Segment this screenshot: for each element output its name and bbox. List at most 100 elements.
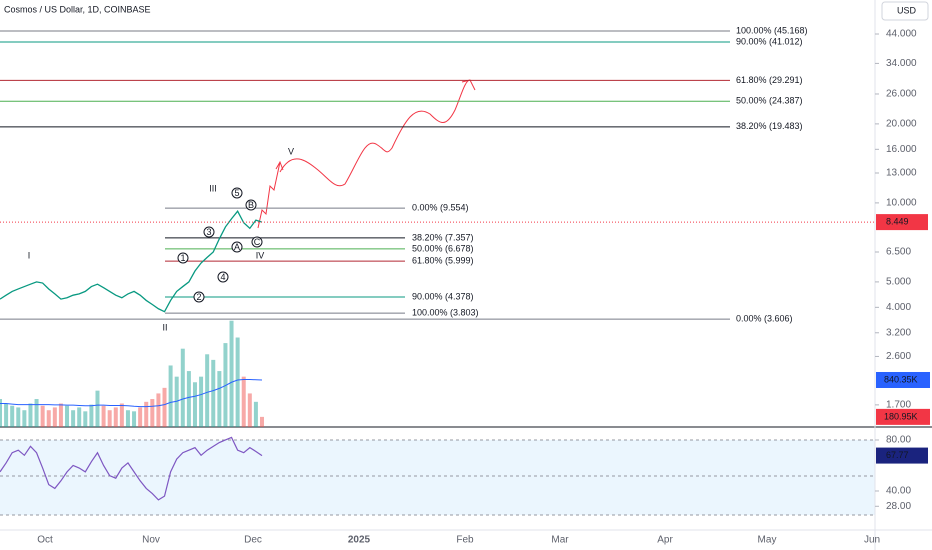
volume-bar: [125, 410, 130, 427]
volume-bar: [217, 371, 222, 427]
volume-bar: [156, 393, 161, 427]
volume-bar: [229, 320, 234, 427]
subwave-circle: [231, 241, 243, 253]
volume-bar: [199, 376, 204, 427]
wave-label: III: [209, 183, 217, 193]
volume-bar: [211, 359, 216, 427]
volume-bar: [95, 390, 100, 427]
volume-bar: [77, 407, 82, 427]
fib-label: 100.00% (3.803): [412, 307, 479, 317]
y-tick-label: 20.000: [886, 119, 917, 130]
volume-bar: [4, 403, 9, 427]
volume-bar: [253, 401, 258, 427]
wave-label: I: [28, 250, 31, 260]
fib-label: 38.20% (7.357): [412, 232, 474, 242]
volume-bar: [10, 405, 15, 427]
x-tick-label: Dec: [244, 535, 262, 546]
fib-label: 50.00% (6.678): [412, 243, 474, 253]
volume-bar: [28, 403, 33, 427]
subwave-circle: [177, 252, 189, 264]
subwave-circle: [203, 226, 215, 238]
rsi-last-box: [876, 447, 928, 464]
fib-label: 0.00% (3.606): [736, 314, 793, 324]
rsi-tick-label: 80.00: [886, 435, 911, 446]
currency-button[interactable]: [881, 1, 929, 21]
wave-label: II: [162, 322, 167, 332]
volume-bar: [192, 382, 197, 427]
rsi-last-label: 67.77: [886, 450, 909, 460]
x-tick-label: Feb: [456, 535, 474, 546]
subwave-circle: [231, 187, 243, 199]
y-tick-label: 26.000: [886, 89, 917, 100]
volume-bar: [247, 393, 252, 427]
volume-ma-label: 840.35K: [884, 374, 918, 384]
y-tick-label: 4.000: [886, 302, 911, 313]
volume-bar: [52, 407, 57, 427]
volume-ma-box: [876, 371, 930, 388]
fib-label: 61.80% (29.291): [736, 75, 803, 85]
volume-bar: [65, 405, 70, 427]
volume-bar: [119, 403, 124, 427]
volume-bar: [162, 387, 167, 427]
volume-bar: [22, 410, 27, 427]
subwave-circle: [245, 199, 257, 211]
volume-bar: [132, 411, 137, 427]
x-tick-label: Jun: [864, 535, 880, 546]
volume-last-label: 180.95K: [884, 411, 918, 421]
volume-bar: [58, 403, 63, 427]
rsi-line: [0, 436, 263, 501]
rsi-band: [0, 440, 875, 515]
volume-bar: [0, 399, 2, 427]
fib-label: 61.80% (5.999): [412, 256, 474, 266]
volume-ma: [0, 378, 263, 408]
subwave-label: A: [234, 242, 240, 252]
rsi-tick-label: 40.00: [886, 486, 911, 497]
subwave-label: 5: [234, 188, 239, 198]
volume-last-box: [876, 408, 930, 425]
volume-bar: [235, 337, 240, 427]
volume-bar: [144, 401, 149, 427]
fib-label: 90.00% (4.378): [412, 291, 474, 301]
volume-bar: [260, 416, 264, 427]
volume-bar: [186, 371, 191, 427]
fib-label: 50.00% (24.387): [736, 96, 803, 106]
y-tick-label: 13.000: [886, 168, 917, 179]
last-price: 8.449: [886, 216, 909, 226]
volume-bar: [241, 376, 246, 427]
wave-label: V: [288, 146, 294, 156]
volume-bar: [89, 404, 94, 427]
x-tick-label: 2025: [348, 535, 371, 546]
x-tick-label: Apr: [657, 535, 673, 546]
volume-bar: [180, 348, 185, 427]
subwave-circle: [193, 291, 205, 303]
volume-bar: [83, 411, 88, 427]
currency[interactable]: USD: [897, 5, 917, 15]
volume-bar: [101, 405, 106, 427]
subwave-label: 3: [206, 227, 211, 237]
x-tick-label: Oct: [37, 535, 53, 546]
subwave-circle: [251, 236, 263, 248]
y-tick-label: 16.000: [886, 144, 917, 155]
y-tick-label: 34.000: [886, 58, 917, 69]
x-tick-label: May: [758, 535, 777, 546]
volume-bar: [113, 407, 118, 427]
wave-label: IV: [256, 250, 265, 260]
subwave-label: B: [248, 200, 254, 210]
fib-label: 100.00% (45.168): [736, 25, 808, 35]
last-price-box: [876, 214, 928, 231]
volume-bar: [168, 365, 173, 427]
price-line: [0, 209, 263, 313]
fib-label: 90.00% (41.012): [736, 36, 803, 46]
volume-bar: [138, 407, 143, 427]
y-tick-label: 2.600: [886, 351, 911, 362]
volume-bar: [16, 407, 21, 427]
x-tick-label: Nov: [142, 535, 160, 546]
volume-bar: [46, 410, 51, 427]
y-tick-label: 10.000: [886, 198, 917, 209]
volume-bar: [107, 410, 112, 427]
volume-bar: [150, 399, 155, 427]
volume-bar: [174, 376, 179, 427]
y-tick-label: 6.500: [886, 247, 911, 258]
volume-bar: [40, 405, 45, 427]
